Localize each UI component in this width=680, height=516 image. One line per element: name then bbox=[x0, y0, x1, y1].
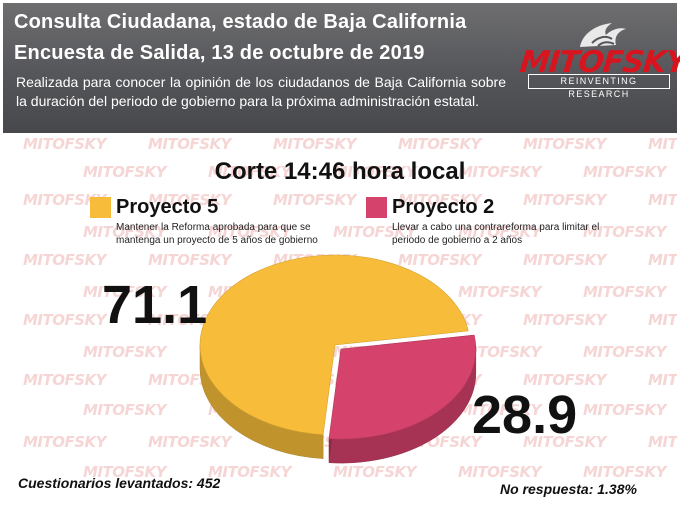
watermark-logo: MITOFSKY bbox=[208, 463, 292, 481]
legend-label-proyecto-5: Proyecto 5 bbox=[116, 196, 219, 218]
watermark-logo: MITOFSKY bbox=[83, 401, 167, 419]
watermark-logo: MITOFSKY bbox=[148, 251, 232, 269]
chart-title: Corte 14:46 hora local bbox=[214, 158, 466, 185]
watermark-logo: MITOFSKY bbox=[583, 401, 667, 419]
legend-swatch-proyecto-2 bbox=[366, 197, 387, 218]
title-line-2: Encuesta de Salida, 13 de octubre de 201… bbox=[14, 42, 425, 64]
mitofsky-logo: MITOFSKY REINVENTING RESEARCH bbox=[518, 17, 680, 99]
watermark-logo: MITOFSKY bbox=[148, 191, 232, 209]
legend-label-proyecto-2: Proyecto 2 bbox=[392, 196, 495, 218]
watermark-logo: MITOFSKY bbox=[83, 163, 167, 181]
watermark-logo: MITOFSKY bbox=[333, 223, 417, 241]
cuestionarios-count: Cuestionarios levantados: 452 bbox=[18, 475, 221, 491]
watermark-logo: MITOFSKY bbox=[583, 463, 667, 481]
watermark-logo: MITOFSKY bbox=[458, 343, 542, 361]
watermark-logo: MITOFSKY bbox=[83, 463, 167, 481]
watermark-logo: MITOFSKY bbox=[583, 343, 667, 361]
watermark-logo: MITOFSKY bbox=[648, 433, 677, 451]
watermark-logo: MITOFSKY bbox=[458, 163, 542, 181]
watermark-logo: MITOFSKY bbox=[648, 191, 677, 209]
description-text: Realizada para conocer la opinión de los… bbox=[16, 74, 506, 109]
watermark-logo: MITOFSKY bbox=[23, 433, 107, 451]
watermark-logo: MITOFSKY bbox=[83, 223, 167, 241]
watermark-logo: MITOFSKY bbox=[83, 283, 167, 301]
watermark-logo: MITOFSKY bbox=[148, 433, 232, 451]
watermark-logo: MITOFSKY bbox=[273, 135, 357, 153]
watermark-logo: MITOFSKY bbox=[583, 163, 667, 181]
watermark-logo: MITOFSKY bbox=[148, 135, 232, 153]
watermark-logo: MITOFSKY bbox=[523, 433, 607, 451]
watermark-logo: MITOFSKY bbox=[648, 251, 677, 269]
watermark-logo: MITOFSKY bbox=[208, 223, 292, 241]
no-respuesta-rate: No respuesta: 1.38% bbox=[500, 481, 637, 497]
watermark-logo: MITOFSKY bbox=[523, 191, 607, 209]
watermark-logo: MITOFSKY bbox=[523, 371, 607, 389]
watermark-logo: MITOFSKY bbox=[23, 311, 107, 329]
data-label-proyecto-5: 71.1 bbox=[102, 275, 208, 335]
watermark-logo: MITOFSKY bbox=[458, 283, 542, 301]
watermark-logo: MITOFSKY bbox=[523, 311, 607, 329]
watermark-logo: MITOFSKY bbox=[523, 251, 607, 269]
logo-tagline: REINVENTING RESEARCH bbox=[528, 74, 670, 99]
watermark-logo: MITOFSKY bbox=[458, 463, 542, 481]
watermark-logo: MITOFSKY bbox=[333, 163, 417, 181]
tiger-icon bbox=[580, 23, 626, 47]
title-line-1: Consulta Ciudadana, estado de Baja Calif… bbox=[14, 11, 467, 33]
watermark-logo: MITOFSKY bbox=[23, 251, 107, 269]
watermark-logo: MITOFSKY bbox=[648, 311, 677, 329]
watermark-logo: MITOFSKY bbox=[583, 223, 667, 241]
watermark-logo: MITOFSKY bbox=[648, 135, 677, 153]
watermark-logo: MITOFSKY bbox=[23, 371, 107, 389]
watermark-logo: MITOFSKY bbox=[458, 223, 542, 241]
pie-slice-proyecto-2 bbox=[328, 334, 477, 440]
watermark-logo: MITOFSKY bbox=[333, 463, 417, 481]
legend-description-proyecto-5: Mantener la Reforma aprobada para que se… bbox=[116, 222, 318, 246]
watermark-logo: MITOFSKY bbox=[208, 163, 292, 181]
watermark-logo: MITOFSKY bbox=[398, 251, 482, 269]
data-label-proyecto-2: 28.9 bbox=[472, 385, 578, 445]
watermark-logo: MITOFSKY bbox=[83, 343, 167, 361]
legend-description-proyecto-2: Llevar a cabo una contrareforma para lim… bbox=[392, 222, 600, 246]
watermark-logo: MITOFSKY bbox=[23, 135, 107, 153]
watermark-logo: MITOFSKY bbox=[398, 135, 482, 153]
watermark-logo: MITOFSKY bbox=[583, 283, 667, 301]
header-banner: Consulta Ciudadana, estado de Baja Calif… bbox=[3, 3, 680, 133]
legend-swatch-proyecto-5 bbox=[90, 197, 111, 218]
pie-slice-proyecto-5 bbox=[199, 254, 469, 435]
watermark-logo: MITOFSKY bbox=[23, 191, 107, 209]
watermark-logo: MITOFSKY bbox=[398, 191, 482, 209]
watermark-logo: MITOFSKY bbox=[648, 371, 677, 389]
watermark-logo: MITOFSKY bbox=[273, 191, 357, 209]
watermark-logo: MITOFSKY bbox=[458, 401, 542, 419]
watermark-logo: MITOFSKY bbox=[523, 135, 607, 153]
